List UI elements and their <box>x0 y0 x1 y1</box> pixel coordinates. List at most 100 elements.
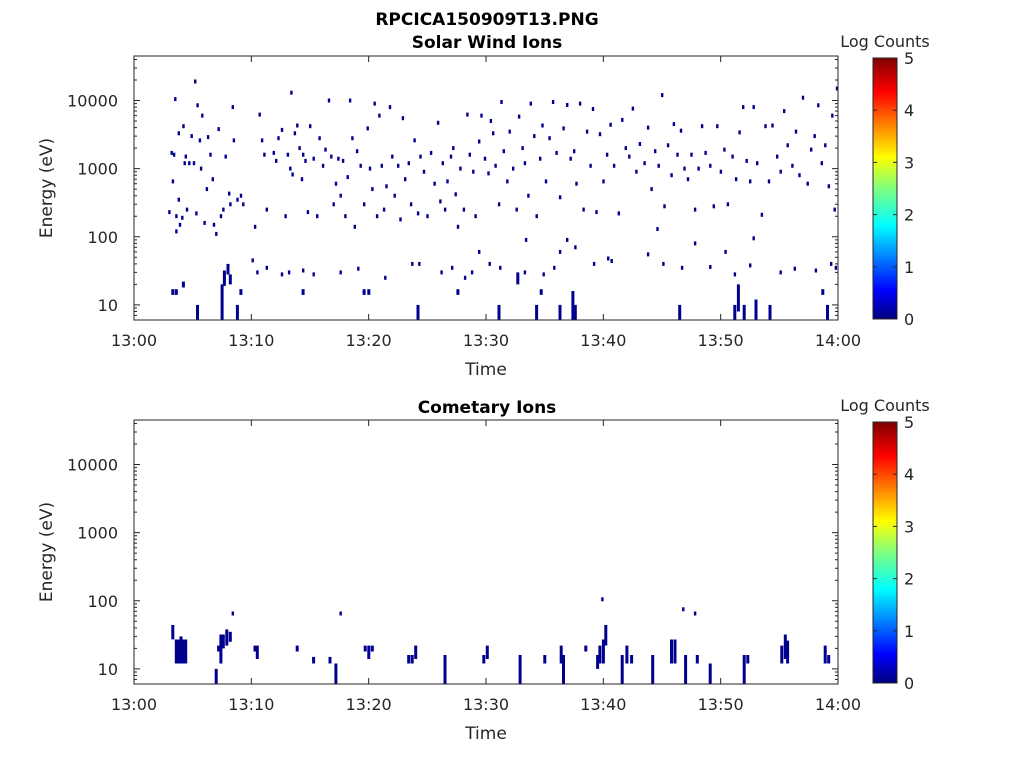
data-point <box>300 177 304 182</box>
data-point <box>419 154 422 159</box>
data-point <box>814 268 818 273</box>
data-point <box>591 107 595 111</box>
data-point <box>666 143 670 148</box>
data-point <box>500 100 503 104</box>
data-bar <box>601 639 605 664</box>
data-point <box>779 270 782 275</box>
solar-wind-ylabel: Energy (eV) <box>37 138 57 238</box>
data-bar <box>255 645 259 659</box>
data-point <box>287 270 291 275</box>
data-point <box>375 214 379 219</box>
data-bar <box>673 639 677 664</box>
colorbar-tick-label: 0 <box>904 310 914 329</box>
data-point <box>470 270 474 275</box>
data-bar <box>625 645 629 664</box>
data-bar <box>367 645 371 659</box>
data-point <box>566 237 569 242</box>
data-bar <box>826 304 829 320</box>
data-point <box>330 154 333 159</box>
data-point <box>407 161 410 166</box>
data-point <box>738 130 741 135</box>
data-point <box>833 207 836 212</box>
data-point <box>508 129 511 134</box>
x-tick-label: 13:30 <box>463 331 509 350</box>
data-bar <box>363 645 367 652</box>
data-bar <box>312 656 316 664</box>
data-point <box>542 272 545 277</box>
data-point <box>791 163 794 168</box>
data-point <box>253 224 257 229</box>
colorbar-label-top: Log Counts <box>840 32 930 51</box>
data-point <box>624 146 627 151</box>
data-point <box>316 214 319 219</box>
data-point <box>646 125 650 130</box>
data-bar <box>221 634 225 649</box>
data-bar <box>497 304 501 320</box>
data-point <box>555 150 558 155</box>
x-tick-label: 13:50 <box>698 331 744 350</box>
data-bar <box>370 645 374 652</box>
data-point <box>749 179 752 184</box>
data-point <box>228 191 231 196</box>
colorbar-tick-label: 5 <box>904 49 914 68</box>
data-point <box>242 202 245 207</box>
data-point <box>731 154 734 159</box>
data-point <box>337 156 340 161</box>
data-point <box>172 152 176 157</box>
data-point <box>411 261 414 266</box>
data-point <box>506 179 509 184</box>
data-point <box>529 101 532 106</box>
data-point <box>468 152 471 157</box>
data-point <box>418 261 421 266</box>
data-bar <box>228 631 232 642</box>
data-point <box>441 161 444 166</box>
data-point <box>719 169 723 174</box>
data-point <box>551 100 555 104</box>
data-point <box>810 147 813 152</box>
data-bar <box>367 289 371 295</box>
data-point <box>463 275 467 280</box>
data-point <box>574 245 577 250</box>
colorbar-label-bottom: Log Counts <box>840 396 930 415</box>
data-point <box>662 261 665 266</box>
data-bar <box>410 655 414 664</box>
data-point <box>209 152 212 157</box>
y-tick-label: 10 <box>98 660 118 679</box>
colorbar-tick-label: 1 <box>904 622 914 641</box>
data-point <box>459 166 462 171</box>
data-point <box>709 163 712 168</box>
data-point <box>436 120 440 125</box>
data-bar <box>768 304 772 320</box>
cometary-ticks: 13:00 13:10 13:20 13:30 13:40 13:50 14:00 10 100… <box>67 420 861 714</box>
data-point <box>363 202 366 207</box>
data-point <box>215 231 218 236</box>
x-tick-label: 13:10 <box>228 331 274 350</box>
data-point <box>378 113 381 118</box>
y-tick-label: 1000 <box>77 160 118 179</box>
data-point <box>454 192 457 197</box>
data-point <box>793 266 796 271</box>
data-point <box>492 131 495 136</box>
data-point <box>443 207 447 212</box>
data-point <box>693 241 697 246</box>
data-point <box>385 184 388 189</box>
data-bar <box>827 655 831 664</box>
data-point <box>195 211 198 216</box>
data-point <box>404 177 407 182</box>
solar-wind-xlabel: Time <box>464 360 507 380</box>
data-point <box>232 138 236 143</box>
data-point <box>239 193 243 198</box>
data-point <box>344 214 347 219</box>
data-point <box>523 270 527 275</box>
data-point <box>327 98 331 103</box>
data-bar <box>482 655 486 664</box>
data-point <box>610 259 613 263</box>
data-point <box>697 166 700 171</box>
data-point <box>820 161 823 166</box>
data-point <box>724 249 727 254</box>
data-bar <box>177 639 181 664</box>
data-point <box>676 152 679 157</box>
data-point <box>388 105 392 110</box>
data-point <box>661 93 664 98</box>
y-tick-label: 100 <box>87 592 118 611</box>
